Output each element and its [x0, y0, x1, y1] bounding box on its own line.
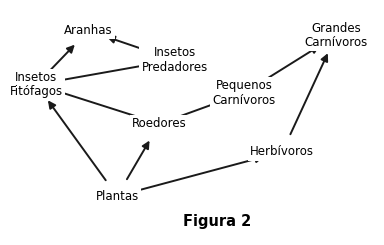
- Text: Herbívoros: Herbívoros: [250, 145, 314, 159]
- Text: Insetos
Predadores: Insetos Predadores: [142, 46, 208, 74]
- Text: Figura 2: Figura 2: [183, 214, 251, 229]
- Text: Aranhas: Aranhas: [64, 24, 113, 37]
- Text: Pequenos
Carnívoros: Pequenos Carnívoros: [212, 79, 275, 107]
- Text: Roedores: Roedores: [132, 117, 187, 130]
- Text: Plantas: Plantas: [96, 189, 139, 203]
- Text: Insetos
Fitófagos: Insetos Fitófagos: [10, 71, 63, 98]
- Text: Grandes
Carnívoros: Grandes Carnívoros: [305, 22, 367, 49]
